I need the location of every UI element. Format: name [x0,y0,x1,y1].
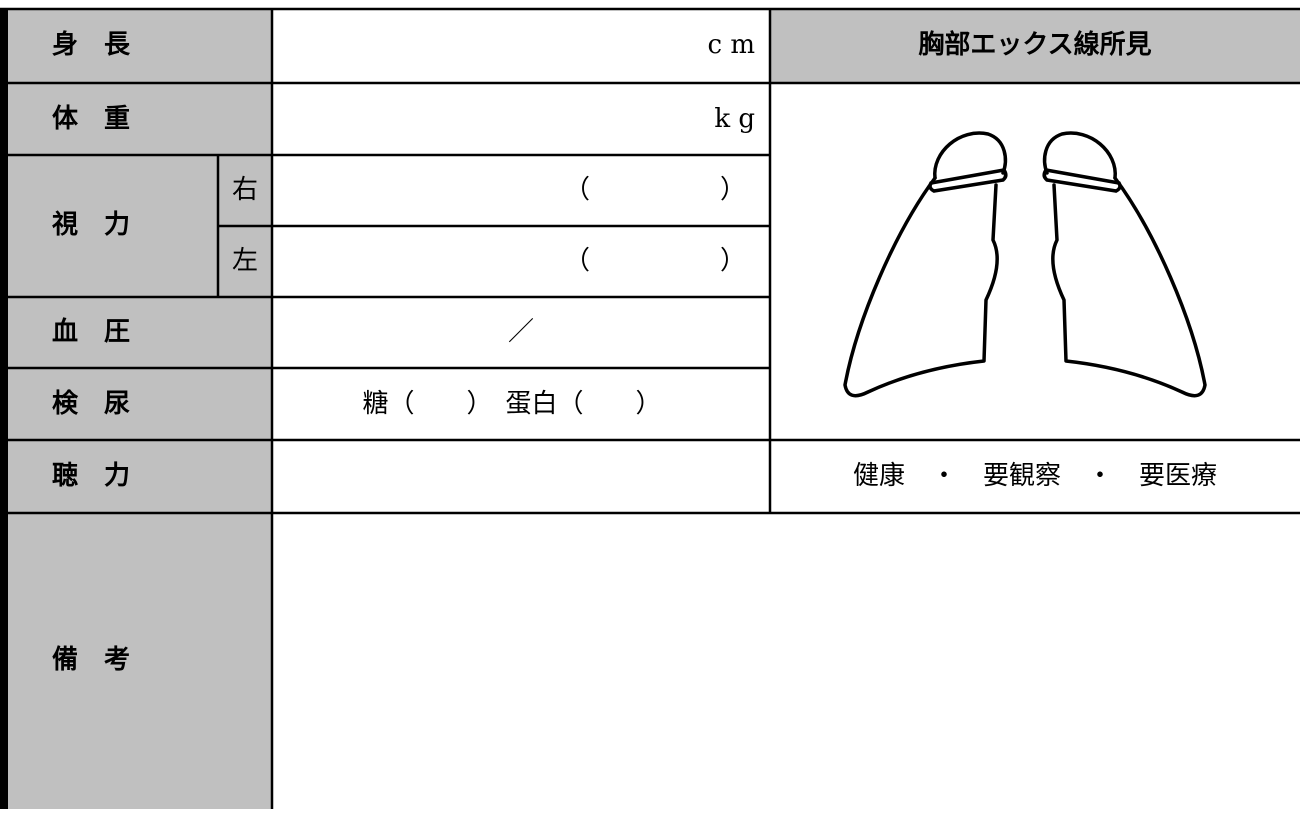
lungs-illustration [843,131,1207,398]
vision-value: （ ） [564,175,746,205]
urine-value: 糖（ ） 蛋白（ ） [362,389,661,419]
side-label: 右 [232,175,258,205]
row-label: 検 尿 [52,389,130,419]
xray-title: 胸部エックス線所見 [918,29,1151,60]
side-label: 左 [232,246,258,276]
row-label: 血 圧 [52,317,130,347]
xray-header-cell [770,8,1300,83]
row-label: 備 考 [52,644,130,675]
label-column [8,8,272,809]
xray-findings: 健康 ・ 要観察 ・ 要医療 [853,461,1217,491]
row-label: 聴 力 [52,461,130,491]
unit: c m [708,30,755,60]
left-border [0,8,8,809]
unit: k g [714,104,755,134]
vision-value: （ ） [564,246,746,276]
row-label: 体 重 [52,104,130,134]
row-label: 視 力 [52,210,130,240]
bp-value: ／ [508,317,534,347]
row-label: 身 長 [52,29,131,60]
